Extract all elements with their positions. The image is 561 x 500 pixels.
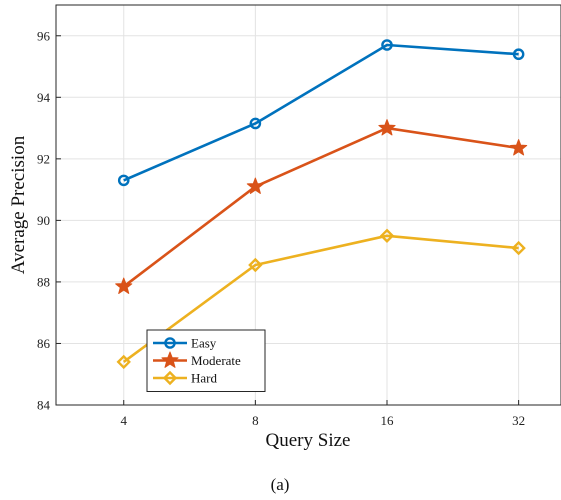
y-tick-label: 90 [37, 213, 50, 228]
series-line-easy [123, 43, 519, 182]
legend-marker-easy [164, 337, 176, 349]
data-point-easy [512, 48, 525, 61]
y-tick-label: 88 [37, 274, 50, 289]
figure-caption: (a) [271, 475, 290, 494]
y-tick-label: 96 [37, 28, 51, 43]
y-tick-label: 86 [37, 336, 51, 351]
series-line-hard [122, 234, 519, 363]
data-point-easy [249, 117, 262, 130]
data-point-hard [248, 257, 263, 273]
plot-area-frame [55, 4, 561, 406]
legend-label-hard: Hard [191, 371, 217, 386]
data-point-moderate [378, 119, 396, 136]
data-point-hard [379, 228, 395, 243]
legend-marker-moderate [161, 351, 179, 368]
y-axis-title: Average Precision [8, 135, 29, 274]
data-point-easy [117, 174, 130, 187]
data-point-easy [381, 39, 393, 51]
x-axis-title: Query Size [266, 430, 351, 451]
axes: 84 86 88 90 92 94 96 4 8 16 32 [37, 28, 525, 428]
legend-label-easy: Easy [191, 336, 217, 351]
y-tick-label: 84 [37, 398, 51, 413]
y-tick-label: 92 [37, 151, 50, 166]
data-point-hard [511, 240, 526, 256]
data-point-moderate [115, 277, 133, 294]
series-group [115, 39, 528, 370]
x-tick-label: 32 [512, 413, 525, 428]
x-tick-label: 16 [380, 413, 394, 428]
x-tick-label: 8 [252, 413, 259, 428]
grid [56, 5, 561, 406]
series-line-moderate [122, 126, 519, 288]
legend-marker-hard [162, 370, 178, 386]
data-point-moderate [510, 139, 528, 156]
y-tick-label: 94 [37, 90, 51, 105]
data-point-moderate [246, 177, 264, 194]
legend: Easy Moderate Hard [146, 329, 266, 392]
legend-label-moderate: Moderate [191, 353, 241, 368]
data-point-hard [116, 354, 131, 370]
x-tick-label: 4 [120, 413, 127, 428]
